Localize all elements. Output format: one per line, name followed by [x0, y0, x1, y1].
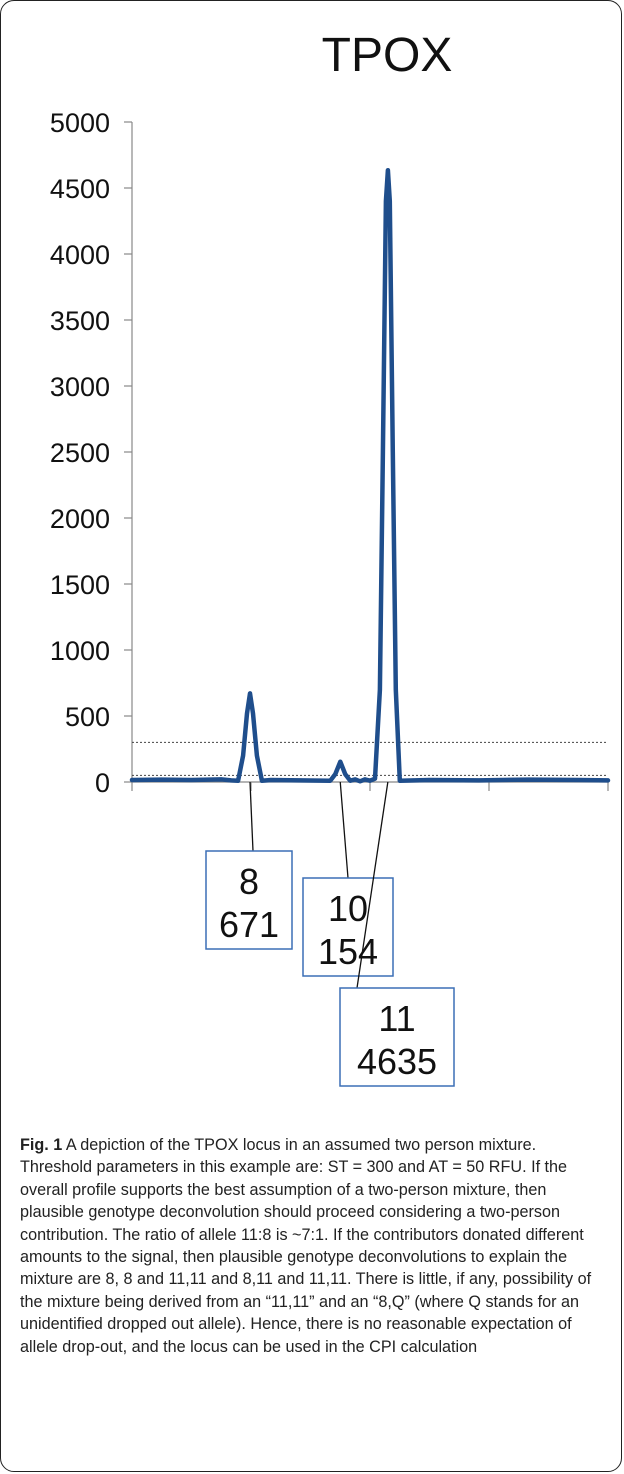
allele-height-label: 671 — [219, 904, 279, 945]
series-line-0 — [129, 167, 611, 784]
y-tick-label: 2000 — [50, 504, 110, 534]
allele-label: 11 — [378, 998, 415, 1039]
y-tick-label: 4500 — [50, 174, 110, 204]
leader-line — [249, 781, 254, 852]
x-axis — [131, 781, 609, 791]
chart-title: TPOX — [322, 29, 453, 82]
y-tick-label: 0 — [95, 768, 110, 798]
allele-box — [302, 877, 394, 977]
y-tick-label: 1000 — [50, 636, 110, 666]
y-tick-label: 3500 — [50, 306, 110, 336]
allele-label: 8 — [239, 861, 259, 902]
plot-area — [129, 167, 611, 784]
y-tick-label: 1500 — [50, 570, 110, 600]
y-tick-label: 2500 — [50, 438, 110, 468]
tpox-chart: TPOX 0 500 1000 1500 2000 2500 3000 3500 4000 450… — [50, 29, 611, 1087]
y-axis: 0 500 1000 1500 2000 2500 3000 3500 4000 4500 5000 — [50, 108, 133, 798]
y-tick-label: 3000 — [50, 372, 110, 402]
caption-text: A depiction of the TPOX locus in an assu… — [20, 1136, 592, 1356]
leader-line — [356, 781, 389, 989]
y-tick-label: 5000 — [50, 108, 110, 138]
allele-height-label: 4635 — [357, 1041, 437, 1082]
y-tick-label: 500 — [65, 702, 110, 732]
threshold-lines — [132, 741, 608, 776]
caption-label: Fig. 1 — [20, 1136, 63, 1154]
y-tick-label: 4000 — [50, 240, 110, 270]
figure-caption: Fig. 1 A depiction of the TPOX locus in … — [20, 1134, 612, 1358]
allele-height-label: 154 — [318, 931, 378, 972]
allele-label: 10 — [328, 888, 368, 929]
allele-box — [205, 850, 293, 950]
leader-line — [339, 781, 349, 879]
allele-box — [339, 987, 455, 1087]
